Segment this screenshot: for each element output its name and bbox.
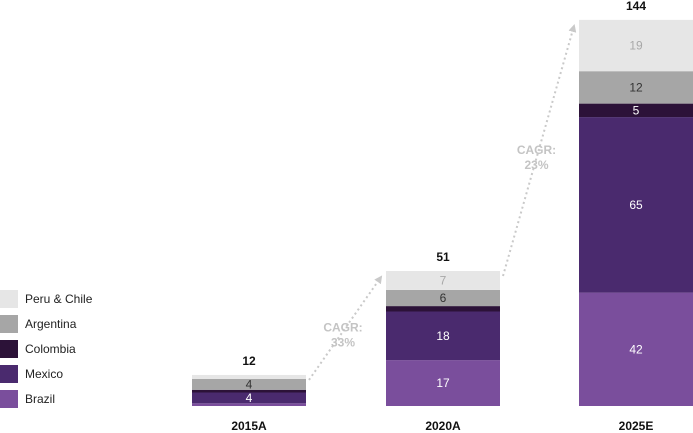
legend-swatch [0, 289, 18, 308]
legend-swatch [0, 389, 18, 408]
x-tick-label: 2025E [619, 419, 654, 433]
data-label: 12 [629, 80, 643, 94]
cagr-value: 23% [524, 158, 548, 172]
data-label: 19 [629, 39, 643, 53]
legend-label: Argentina [25, 316, 77, 331]
bar-segment-argentina-2015a [192, 379, 306, 390]
cagr-label: CAGR: [323, 320, 362, 334]
legend-label: Mexico [25, 366, 64, 381]
legend-item-mexico: Mexico [0, 361, 92, 386]
data-label: 5 [633, 103, 640, 117]
bar-segment-colombia-2020a [386, 306, 500, 312]
legend-item-peru-chile: Peru & Chile [0, 286, 92, 311]
data-label: 4 [246, 377, 253, 391]
total-label: 12 [242, 354, 256, 368]
bar-segment-colombia-2015a [192, 389, 306, 393]
data-label: 42 [629, 342, 643, 356]
bar-segment-colombia-2025e [579, 103, 693, 118]
total-label: 51 [436, 250, 450, 264]
legend-item-argentina: Argentina [0, 311, 92, 336]
legend-item-colombia: Colombia [0, 336, 92, 361]
bar-segment-mexico-2025e [579, 117, 693, 293]
legend-label: Brazil [25, 391, 56, 406]
data-label: 6 [440, 291, 447, 305]
bar-segment-argentina-2025e [579, 71, 693, 104]
legend-swatch [0, 339, 18, 358]
data-label: 65 [629, 198, 643, 212]
bar-segment-peru-chile-2020a [386, 271, 500, 290]
bar-segment-brazil-2020a [386, 360, 500, 406]
legend-swatch [0, 314, 18, 333]
legend: Peru & Chile Argentina Colombia Mexico Brazi… [0, 286, 92, 411]
legend-swatch [0, 364, 18, 383]
bar-segment-argentina-2020a [386, 289, 500, 307]
bar-segment-brazil-2015a [192, 403, 306, 406]
cagr-value: 33% [331, 335, 355, 349]
data-label: 7 [440, 273, 447, 287]
bar-segment-peru-chile-2025e [579, 19, 693, 72]
legend-label: Peru & Chile [25, 291, 93, 306]
growth-arrow [502, 23, 577, 277]
bar-segment-mexico-2020a [386, 311, 500, 361]
bar-segment-peru-chile-2015a [192, 374, 306, 379]
data-label: 18 [436, 329, 450, 343]
data-label: 17 [436, 376, 450, 390]
legend-label: Colombia [25, 341, 76, 356]
cagr-label: CAGR: [517, 143, 556, 157]
x-tick-label: 2020A [425, 419, 461, 433]
legend-item-brazil: Brazil [0, 386, 92, 411]
bar-segment-brazil-2025e [579, 292, 693, 406]
data-label: 4 [246, 391, 253, 405]
bar-segment-mexico-2015a [192, 392, 306, 404]
growth-arrow [308, 275, 383, 381]
x-tick-label: 2015A [231, 419, 267, 433]
total-label: 144 [626, 0, 646, 13]
